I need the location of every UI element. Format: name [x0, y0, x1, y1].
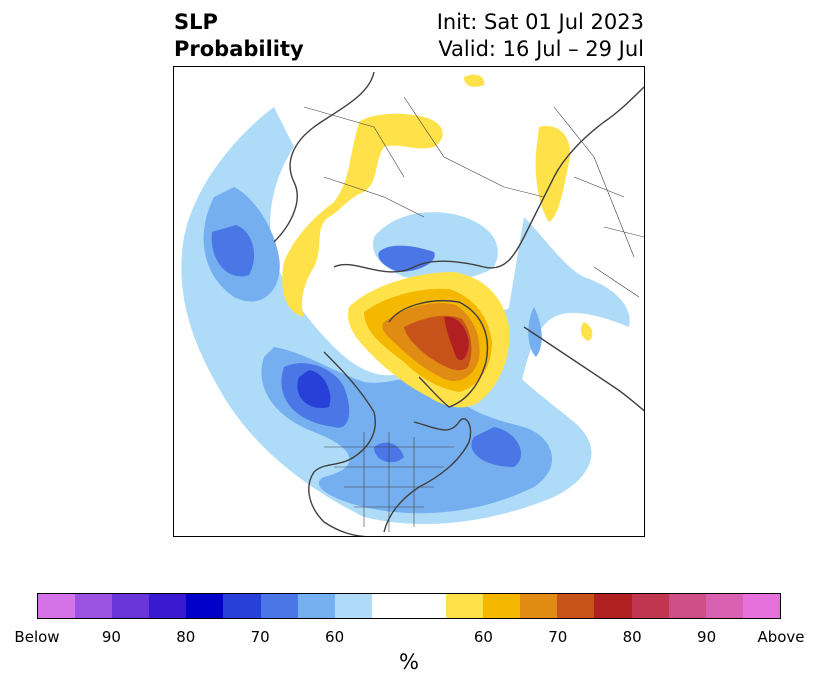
- colorbar-unit-label: %: [399, 650, 419, 674]
- probability-map: [174, 67, 644, 536]
- colorbar-segment: [260, 594, 298, 618]
- colorbar-segment: [705, 594, 743, 618]
- below-80-region-west: [211, 225, 522, 467]
- colorbar-segment: [186, 594, 224, 618]
- title-line-probability: Probability: [174, 37, 304, 61]
- title-line-slp: SLP: [174, 10, 218, 34]
- below-80-region-arctic: [378, 245, 435, 272]
- colorbar-tick-label: 60: [473, 628, 493, 646]
- colorbar-segment: [594, 594, 632, 618]
- below-region-east: [503, 217, 630, 397]
- below-70-region-east: [528, 307, 542, 357]
- colorbar-tick-label: 70: [250, 628, 270, 646]
- colorbar-segment: [668, 594, 706, 618]
- colorbar-segment: [631, 594, 669, 618]
- valid-range: Valid: 16 Jul – 29 Jul: [438, 37, 644, 61]
- colorbar-segment: [38, 594, 76, 618]
- below-70-region-west: [203, 187, 553, 514]
- colorbar-segment: [371, 594, 409, 618]
- init-date: Init: Sat 01 Jul 2023: [436, 10, 644, 34]
- above-max-region-greenland: [444, 316, 469, 361]
- colorbar-segment: [223, 594, 261, 618]
- title-variable: SLP Probability: [174, 9, 304, 63]
- colorbar-tick-label: 60: [325, 628, 345, 646]
- above-60-region-north: [282, 113, 443, 317]
- colorbar-segment: [334, 594, 372, 618]
- colorbar-tick-label: 90: [101, 628, 121, 646]
- below-90-region-west: [297, 370, 331, 408]
- political-borders: [303, 96, 644, 532]
- colorbar-segment: [742, 594, 780, 618]
- coastlines: [273, 71, 644, 536]
- colorbar-tick-label: 80: [622, 628, 642, 646]
- colorbar: [37, 593, 781, 619]
- colorbar-tick-label: Above: [757, 628, 805, 646]
- colorbar-tick-label: 90: [697, 628, 717, 646]
- colorbar-segment: [112, 594, 150, 618]
- map-panel: [173, 66, 645, 537]
- title-dates: Init: Sat 01 Jul 2023 Valid: 16 Jul – 29…: [437, 9, 644, 63]
- colorbar-segment: [297, 594, 335, 618]
- colorbar-segment: [446, 594, 484, 618]
- colorbar-segment: [557, 594, 595, 618]
- colorbar-segment: [483, 594, 521, 618]
- colorbar-segment: [520, 594, 558, 618]
- colorbar-tick-label: Below: [14, 628, 60, 646]
- colorbar-segment: [75, 594, 113, 618]
- colorbar-segment: [149, 594, 187, 618]
- colorbar-segment: [408, 594, 447, 618]
- colorbar-tick-label: 80: [176, 628, 196, 646]
- colorbar-tick-label: 70: [548, 628, 568, 646]
